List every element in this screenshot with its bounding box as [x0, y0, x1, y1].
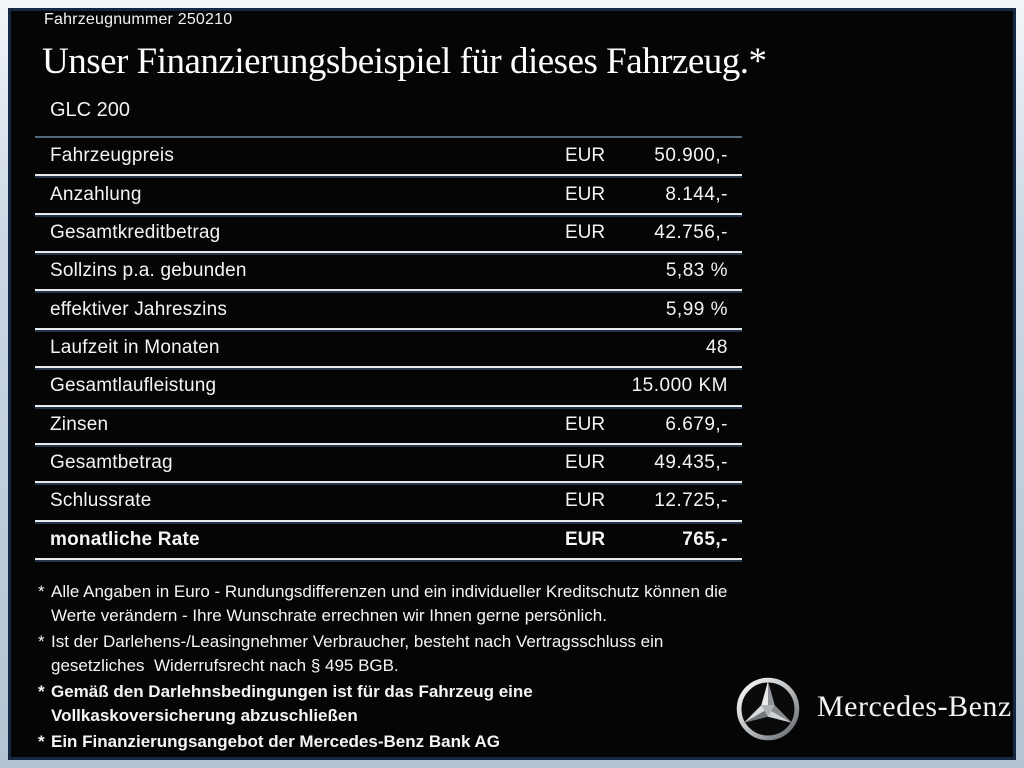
row-currency: EUR [565, 413, 606, 435]
row-label: Gesamtkreditbetrag [50, 221, 221, 243]
row-value: 765,- [682, 528, 728, 550]
page-title: Unser Finanzierungsbeispiel für dieses F… [42, 41, 767, 82]
footnote: * Gemäß den Darlehnsbedingungen ist für … [38, 680, 752, 727]
row-value: 8.144,- [665, 183, 728, 205]
row-value: 5,83 % [665, 260, 728, 282]
footnote: * Ist der Darlehens-/Leasingnehmer Verbr… [38, 630, 752, 677]
table-row: Sollzins p.a. gebunden 5,83 % [35, 253, 742, 289]
table-divider [35, 442, 742, 445]
table-row: Fahrzeugpreis EUR 50.900,- [35, 138, 742, 174]
table-row: Anzahlung EUR 8.144,- [35, 176, 742, 212]
row-currency: EUR [565, 452, 606, 474]
row-currency: EUR [565, 183, 606, 205]
row-label: Anzahlung [50, 183, 142, 205]
table-divider [35, 136, 742, 138]
footnote-marker: * [38, 632, 45, 651]
row-value: 49.435,- [654, 452, 728, 474]
table-divider [35, 366, 742, 369]
row-label: Schlussrate [50, 490, 152, 512]
table-row-monthly-rate: monatliche Rate EUR 765,- [35, 522, 742, 558]
table-row: Zinsen EUR 6.679,- [35, 407, 742, 443]
table-divider [35, 289, 742, 292]
footnote-text: Ein Finanzierungsangebot der Mercedes-Be… [51, 732, 501, 751]
footnotes: * Alle Angaben in Euro - Rundungsdiffere… [38, 580, 752, 757]
table-row: Gesamtkreditbetrag EUR 42.756,- [35, 215, 742, 251]
row-currency: EUR [565, 145, 606, 167]
row-label: Sollzins p.a. gebunden [50, 260, 247, 282]
black-panel [8, 8, 1016, 760]
row-currency: EUR [565, 221, 606, 243]
footnote-marker: * [38, 682, 45, 701]
table-row: Gesamtlaufleistung 15.000 KM [35, 368, 742, 404]
footnote-text: Gemäß den Darlehnsbedingungen ist für da… [51, 682, 533, 725]
row-currency: EUR [565, 528, 606, 550]
table-divider [35, 404, 742, 407]
row-label: monatliche Rate [50, 528, 200, 550]
table-row: effektiver Jahreszins 5,99 % [35, 291, 742, 327]
table-row: Gesamtbetrag EUR 49.435,- [35, 445, 742, 481]
row-value: 15.000 KM [631, 375, 728, 397]
row-label: Gesamtbetrag [50, 452, 173, 474]
table-row: Schlussrate EUR 12.725,- [35, 483, 742, 519]
table-divider [35, 251, 742, 254]
row-label: Zinsen [50, 413, 109, 435]
footnote: * Ein Finanzierungsangebot der Mercedes-… [38, 730, 752, 754]
row-label: Fahrzeugpreis [50, 145, 175, 167]
row-value: 48 [705, 336, 728, 358]
row-value: 50.900,- [654, 145, 728, 167]
row-currency: EUR [565, 490, 606, 512]
footnote-text: Ist der Darlehens-/Leasingnehmer Verbrau… [51, 632, 664, 675]
row-value: 6.679,- [665, 413, 728, 435]
footnote: * Alle Angaben in Euro - Rundungsdiffere… [38, 580, 752, 627]
table-row: Laufzeit in Monaten 48 [35, 330, 742, 366]
table-divider [35, 212, 742, 215]
row-value: 5,99 % [665, 298, 728, 320]
footnote-text: Alle Angaben in Euro - Rundungsdifferenz… [51, 582, 728, 625]
table-divider [35, 481, 742, 484]
row-label: effektiver Jahreszins [50, 298, 228, 320]
brand-wordmark: Mercedes-Benz [817, 690, 1012, 723]
table-divider [35, 327, 742, 330]
mercedes-star-icon [735, 676, 801, 742]
row-value: 12.725,- [654, 490, 728, 512]
row-label: Gesamtlaufleistung [50, 375, 217, 397]
vehicle-number: Fahrzeugnummer 250210 [44, 11, 233, 28]
table-divider [35, 519, 742, 522]
table-divider [35, 557, 742, 560]
brand-area: Mercedes-Benz [735, 676, 1011, 744]
table-divider [35, 174, 742, 177]
footnote-marker: * [38, 732, 45, 751]
finance-table: Fahrzeugpreis EUR 50.900,- Anzahlung EUR… [35, 136, 742, 560]
row-label: Laufzeit in Monaten [50, 336, 220, 358]
footnote-marker: * [38, 582, 45, 601]
model-name: GLC 200 [50, 99, 131, 121]
row-value: 42.756,- [654, 221, 728, 243]
